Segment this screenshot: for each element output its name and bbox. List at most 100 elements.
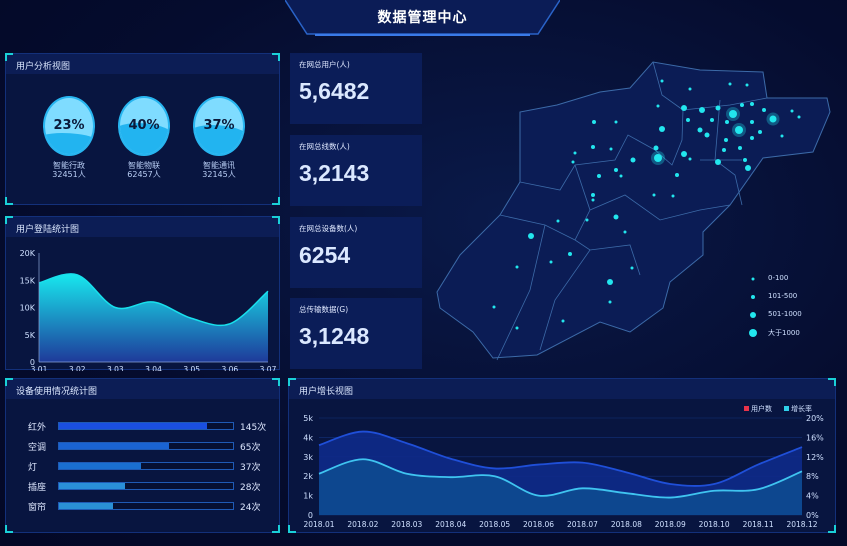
map-dot[interactable] bbox=[659, 126, 665, 132]
map-dot[interactable] bbox=[613, 214, 619, 220]
map-dot[interactable] bbox=[745, 83, 749, 87]
map-dot[interactable] bbox=[738, 146, 742, 150]
map-dot[interactable] bbox=[585, 218, 589, 222]
y-left-tick: 5k bbox=[303, 414, 313, 423]
gauge-name: 智能物联 bbox=[128, 161, 160, 170]
map-dot[interactable] bbox=[591, 145, 595, 149]
device-name: 空调 bbox=[28, 443, 47, 453]
map-dot[interactable] bbox=[729, 110, 737, 118]
map-dot[interactable] bbox=[710, 118, 714, 122]
stat-card: 总传输数据(G) 3,1248 bbox=[290, 298, 422, 369]
map-dot[interactable] bbox=[656, 104, 660, 108]
map-dot[interactable] bbox=[591, 193, 595, 197]
map-dot[interactable] bbox=[515, 326, 519, 330]
map-dot[interactable] bbox=[614, 120, 618, 124]
map-dot[interactable] bbox=[571, 160, 575, 164]
map-legend-label: 大于1000 bbox=[768, 329, 800, 337]
map-dot[interactable] bbox=[591, 198, 595, 202]
y-right-tick: 20% bbox=[806, 414, 824, 423]
map-dot[interactable] bbox=[623, 230, 627, 234]
x-tick-label: 2018.12 bbox=[786, 520, 817, 529]
map-dot[interactable] bbox=[715, 105, 721, 111]
map-dot[interactable] bbox=[750, 136, 754, 140]
x-tick-label: 2018.02 bbox=[347, 520, 378, 529]
map-dot[interactable] bbox=[750, 120, 754, 124]
login-chart: 0 5K 10K 15K 20K 3.01 3.02 3.03 3.04 3.05 3.06 3.07 bbox=[20, 249, 277, 371]
map-dot[interactable] bbox=[790, 109, 794, 113]
usage-bar-track bbox=[58, 462, 234, 470]
map-dot[interactable] bbox=[614, 168, 618, 172]
map-dot[interactable] bbox=[654, 154, 662, 162]
gauge-name: 智能通讯 bbox=[203, 161, 235, 170]
map-dot[interactable] bbox=[556, 219, 560, 223]
gauge-count: 32451人 bbox=[52, 170, 86, 179]
map-dot[interactable] bbox=[715, 159, 721, 165]
legend-label[interactable]: 增长率 bbox=[791, 404, 812, 413]
map-dot[interactable] bbox=[769, 115, 777, 123]
legend-dot bbox=[750, 312, 756, 318]
map-dot[interactable] bbox=[724, 138, 728, 142]
map-dot[interactable] bbox=[675, 173, 679, 177]
map-dot[interactable] bbox=[722, 148, 726, 152]
map-dot[interactable] bbox=[688, 87, 692, 91]
map-dot[interactable] bbox=[592, 120, 596, 124]
y-left-tick: 3k bbox=[303, 453, 313, 462]
legend-dot bbox=[749, 329, 757, 337]
map-dot[interactable] bbox=[653, 145, 659, 151]
map-dot[interactable] bbox=[660, 79, 664, 83]
map-dot[interactable] bbox=[697, 127, 703, 133]
percent-gauge: 40% bbox=[118, 96, 170, 156]
map-dot[interactable] bbox=[688, 157, 692, 161]
map-dot[interactable] bbox=[652, 193, 656, 197]
map-dot[interactable] bbox=[607, 279, 613, 285]
x-tick-label: 2018.08 bbox=[611, 520, 642, 529]
gauge-count: 32145人 bbox=[202, 170, 236, 179]
map-dot[interactable] bbox=[758, 130, 762, 134]
map-dot[interactable] bbox=[671, 194, 675, 198]
page-title: 数据管理中心 bbox=[377, 10, 468, 26]
stat-value: 3,1248 bbox=[299, 323, 370, 349]
map-dot[interactable] bbox=[743, 158, 747, 162]
map-dot[interactable] bbox=[681, 151, 687, 157]
x-tick-label: 2018.06 bbox=[523, 520, 554, 529]
map-dot[interactable] bbox=[725, 120, 729, 124]
map-dot[interactable] bbox=[528, 233, 534, 239]
map-dot[interactable] bbox=[681, 105, 687, 111]
map-dot[interactable] bbox=[549, 260, 553, 264]
map-dot[interactable] bbox=[780, 134, 784, 138]
map-dot[interactable] bbox=[630, 157, 636, 163]
legend-dot bbox=[751, 277, 755, 281]
map-dot[interactable] bbox=[492, 305, 496, 309]
map-dot[interactable] bbox=[568, 252, 572, 256]
map-dot[interactable] bbox=[797, 115, 801, 119]
map-dot[interactable] bbox=[515, 265, 519, 269]
map-dot[interactable] bbox=[608, 300, 612, 304]
legend-swatch bbox=[784, 406, 789, 411]
legend-swatch bbox=[744, 406, 749, 411]
map-dot[interactable] bbox=[762, 108, 766, 112]
login-area bbox=[39, 273, 268, 362]
map-dot[interactable] bbox=[597, 174, 601, 178]
stat-label: 在网总设备数(人) bbox=[299, 224, 358, 233]
map-dot[interactable] bbox=[699, 107, 705, 113]
growth-chart: 0 0% 1k 4% 2k 8% 3k 12% 4k 16% 5k 20% 用户数 增长率 2018.01 2… bbox=[303, 404, 824, 529]
map-dot[interactable] bbox=[735, 126, 743, 134]
map-dot[interactable] bbox=[728, 82, 732, 86]
map-legend-label: 101-500 bbox=[768, 292, 798, 300]
x-tick-label: 2018.11 bbox=[743, 520, 774, 529]
map-dot[interactable] bbox=[630, 266, 634, 270]
percent-gauge: 23% bbox=[43, 96, 95, 156]
map-dot[interactable] bbox=[740, 103, 744, 107]
gauge-name: 智能行政 bbox=[53, 161, 85, 170]
map-dot[interactable] bbox=[686, 118, 690, 122]
map-dot[interactable] bbox=[619, 174, 623, 178]
map-dot[interactable] bbox=[561, 319, 565, 323]
map-dot[interactable] bbox=[573, 151, 577, 155]
series-line bbox=[318, 430, 803, 487]
map-dot[interactable] bbox=[609, 147, 613, 151]
map-dot[interactable] bbox=[750, 102, 754, 106]
y-left-tick: 4k bbox=[303, 433, 313, 442]
map-dot[interactable] bbox=[704, 132, 710, 138]
legend-label[interactable]: 用户数 bbox=[751, 404, 772, 413]
map-dot[interactable] bbox=[745, 165, 751, 171]
